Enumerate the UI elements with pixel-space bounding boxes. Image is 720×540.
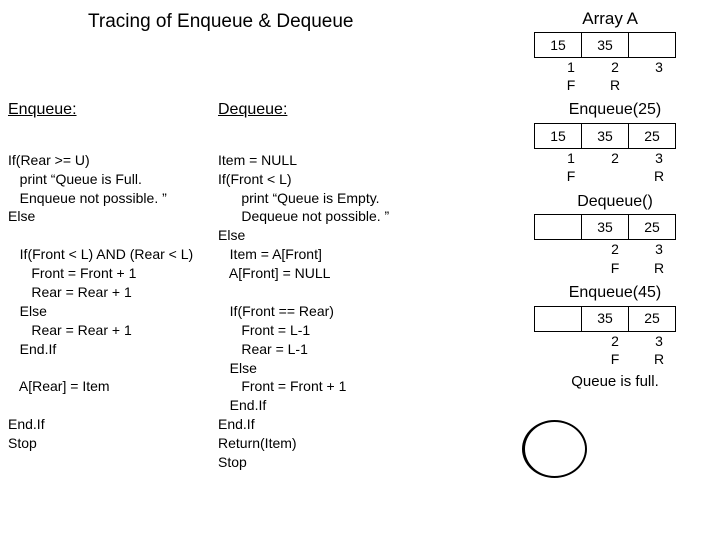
table-cell [629,33,676,58]
index-value: 2 [593,149,637,167]
dequeue-column: Dequeue: Item = NULL If(Front < L) print… [218,100,458,472]
index-row: 23 [530,240,700,258]
index-row: 23 [530,332,700,350]
array-table: 35 25 [534,214,676,240]
table-cell: 25 [629,215,676,240]
table-cell: 35 [582,306,629,331]
index-value: 2 [593,240,637,258]
pointer-row: FR [530,76,700,94]
array-table: 35 25 [534,306,676,332]
table-cell: 35 [582,215,629,240]
enqueue-heading: Enqueue: [8,100,218,121]
enqueue-column: Enqueue: If(Rear >= U) print “Queue is F… [8,100,218,453]
pointer-row: FR [530,259,700,277]
table-cell: 25 [629,306,676,331]
pointer-row: FR [530,167,700,185]
trace-panel: 15 35 123 FR Enqueue(25) 15 35 25 123 FR… [530,32,700,391]
index-row: 123 [530,58,700,76]
array-table: 15 35 25 [534,123,676,149]
index-value: 2 [593,332,637,350]
index-value: 1 [549,58,593,76]
index-value: 3 [637,149,681,167]
table-cell: 35 [582,33,629,58]
pointer-value: R [637,259,681,277]
table-cell [535,306,582,331]
index-value: 1 [549,149,593,167]
array-label: Array A [582,8,638,30]
operation-label: Enqueue(25) [530,100,700,121]
pointer-value: R [637,350,681,368]
pointer-value: F [593,259,637,277]
table-cell: 35 [582,124,629,149]
pointer-value: R [593,76,637,94]
pointer-value: F [549,76,593,94]
operation-label: Dequeue() [530,192,700,213]
enqueue-code: If(Rear >= U) print “Queue is Full. Enqu… [8,151,218,453]
operation-label: Enqueue(45) [530,283,700,304]
pointer-value: F [593,350,637,368]
table-cell: 15 [535,124,582,149]
index-row: 123 [530,149,700,167]
index-value: 3 [637,332,681,350]
pointer-row: FR [530,350,700,368]
dequeue-heading: Dequeue: [218,100,458,121]
pointer-value: F [549,167,593,185]
table-cell: 15 [535,33,582,58]
index-value: 2 [593,58,637,76]
table-cell [535,215,582,240]
index-value: 3 [637,240,681,258]
queue-full-message: Queue is full. [530,372,700,392]
pointer-value: R [637,167,681,185]
array-table: 15 35 [534,32,676,58]
highlight-circle [522,420,587,478]
dequeue-code: Item = NULL If(Front < L) print “Queue i… [218,151,458,472]
table-cell: 25 [629,124,676,149]
index-value: 3 [637,58,681,76]
